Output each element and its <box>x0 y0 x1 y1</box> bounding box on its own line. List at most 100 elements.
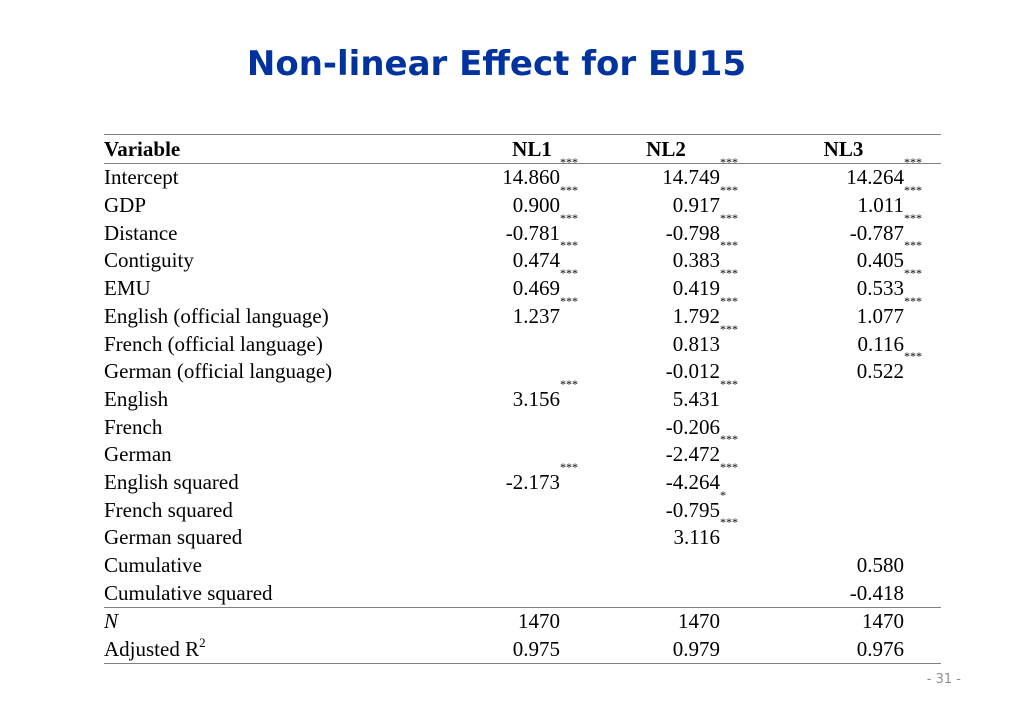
table-row: French -0.206 <box>104 413 941 441</box>
significance-stars: * <box>720 487 726 502</box>
coefficient-number: -0.781 <box>505 220 560 245</box>
cell-nl3: 0.116 <box>746 330 941 358</box>
coefficient-number: 0.522 <box>856 359 904 384</box>
coefficient-number: 1.077 <box>856 303 904 328</box>
cell-nl1: 1.237 *** <box>478 295 586 330</box>
significance-stars: *** <box>904 266 922 281</box>
cell-nl1 <box>478 524 586 552</box>
table-row: English 3.156 *** 5.431 *** <box>104 378 941 413</box>
cell-nl2 <box>586 551 746 579</box>
coefficient-number: 0.917 <box>672 193 720 218</box>
cell-nl3: 0.405 *** <box>746 239 941 275</box>
table-row: Contiguity 0.474 *** 0.383 *** 0.405 *** <box>104 239 941 275</box>
coefficient-number: 1.792 <box>672 303 720 328</box>
cell-nl1: 14.860 *** <box>478 156 586 191</box>
stat-adj-r2-nl3: 0.976 <box>746 635 941 665</box>
cell-nl1 <box>478 413 586 441</box>
coefficient-value: 1.237 *** <box>513 295 578 330</box>
coefficient-value: 1.011 *** <box>857 184 922 219</box>
table-row: German (official language) -0.012 0.522 *** <box>104 350 941 386</box>
coefficient-number: 14.264 <box>846 165 904 190</box>
cell-nl2: -4.264 *** <box>586 461 746 496</box>
cell-nl2: 3.116 *** <box>586 516 746 552</box>
cell-nl1: 0.469 *** <box>478 267 586 302</box>
cell-nl1 <box>478 496 586 524</box>
page-number: - 31 - <box>926 672 961 687</box>
cell-nl2: 0.419 *** <box>586 267 746 302</box>
significance-stars: *** <box>720 210 738 225</box>
significance-stars: *** <box>720 321 738 336</box>
stat-adj-r2-nl2: 0.979 <box>586 635 746 665</box>
coefficient-value: -4.264 *** <box>665 461 738 496</box>
coefficient-number: 1.011 <box>857 193 904 218</box>
significance-stars: *** <box>560 238 578 253</box>
row-label: French squared <box>104 497 233 522</box>
adj-r2-superscript: 2 <box>199 635 206 651</box>
table-row: English squared -2.173 *** -4.264 *** <box>104 461 941 496</box>
table-row: German squared 3.116 *** <box>104 516 941 552</box>
header-row: Variable NL1 NL2 NL3 <box>104 134 941 164</box>
table-row: Distance -0.781 *** -0.798 *** -0.787 *** <box>104 212 941 247</box>
coefficient-number: 14.860 <box>502 165 560 190</box>
coefficient-value: 0.405 *** <box>857 239 922 274</box>
stats-row-adj-r2: Adjusted R2 0.975 0.979 0.976 <box>104 635 941 665</box>
cell-nl1: 0.900 *** <box>478 184 586 219</box>
cell-nl1: 3.156 *** <box>478 378 586 413</box>
table-row: German -2.472 *** <box>104 433 941 469</box>
coefficient-value: 0.419 *** <box>673 267 738 302</box>
cell-nl3 <box>746 524 941 552</box>
row-label: German (official language) <box>104 359 333 384</box>
table-row: GDP 0.900 *** 0.917 *** 1.011 *** <box>104 184 941 219</box>
regression-table: Variable NL1 NL2 NL3 Intercept 14.860 *** 1… <box>104 134 941 665</box>
cell-nl3: -0.418 <box>746 579 941 607</box>
cell-nl1 <box>478 579 586 607</box>
coefficient-value: 3.116 *** <box>674 516 738 551</box>
cell-nl2: -0.798 *** <box>586 212 746 247</box>
table-row: Cumulative squared -0.418 <box>104 579 941 607</box>
cell-nl2: -0.206 <box>586 413 746 441</box>
cell-nl2: 0.813 *** <box>586 323 746 358</box>
coefficient-value: 3.156 *** <box>513 378 578 413</box>
row-label: Distance <box>104 220 178 245</box>
significance-stars: *** <box>904 183 922 198</box>
significance-stars: *** <box>904 349 922 364</box>
coefficient-value: -0.798 *** <box>666 212 738 247</box>
coefficient-value: 1.077 *** <box>856 295 922 330</box>
cell-nl1: -0.781 *** <box>478 212 586 247</box>
coefficient-value: 14.860 *** <box>502 156 578 191</box>
coefficient-value: -0.787 *** <box>850 212 922 247</box>
coefficient-value: 0.469 *** <box>513 267 578 302</box>
cell-nl3: 0.533 *** <box>746 267 941 302</box>
table-row: EMU 0.469 *** 0.419 *** 0.533 *** <box>104 267 941 302</box>
significance-stars: *** <box>904 155 922 170</box>
coefficient-rows: Intercept 14.860 *** 14.749 *** 14.264 *** GDP 0… <box>104 156 941 607</box>
row-label: Cumulative squared <box>104 580 273 605</box>
significance-stars: *** <box>720 432 738 447</box>
stat-n-nl3: 1470 <box>746 606 941 636</box>
significance-stars: *** <box>904 210 922 225</box>
stat-label-n: N <box>104 606 478 636</box>
cell-nl1: -2.173 *** <box>478 461 586 496</box>
cell-nl2 <box>586 579 746 607</box>
cell-nl3 <box>746 413 941 441</box>
coefficient-number: -4.264 <box>665 469 720 494</box>
coefficient-value: -2.173 *** <box>506 461 578 496</box>
row-label: French (official language) <box>104 331 323 356</box>
coefficient-number: -0.418 <box>849 580 904 605</box>
stat-label-adj-r2: Adjusted R2 <box>104 635 478 665</box>
table-row: English (official language) 1.237 *** 1.792… <box>104 295 941 330</box>
coefficient-value: 14.264 *** <box>846 156 922 191</box>
coefficient-value: 0.900 *** <box>513 184 578 219</box>
header-nl2: NL2 <box>586 134 746 164</box>
coefficient-number: 0.533 <box>856 276 904 301</box>
significance-stars: *** <box>904 293 922 308</box>
coefficient-number: 0.383 <box>672 248 720 273</box>
coefficient-number: 0.813 <box>672 331 720 356</box>
significance-stars: *** <box>560 183 578 198</box>
coefficient-number: 0.116 <box>857 331 904 356</box>
slide-title: Non-linear Effect for EU15 <box>246 44 747 84</box>
row-label: English squared <box>104 469 239 494</box>
row-label: German <box>104 442 172 467</box>
cell-nl3: 1.011 *** <box>746 184 941 219</box>
significance-stars: *** <box>720 155 738 170</box>
